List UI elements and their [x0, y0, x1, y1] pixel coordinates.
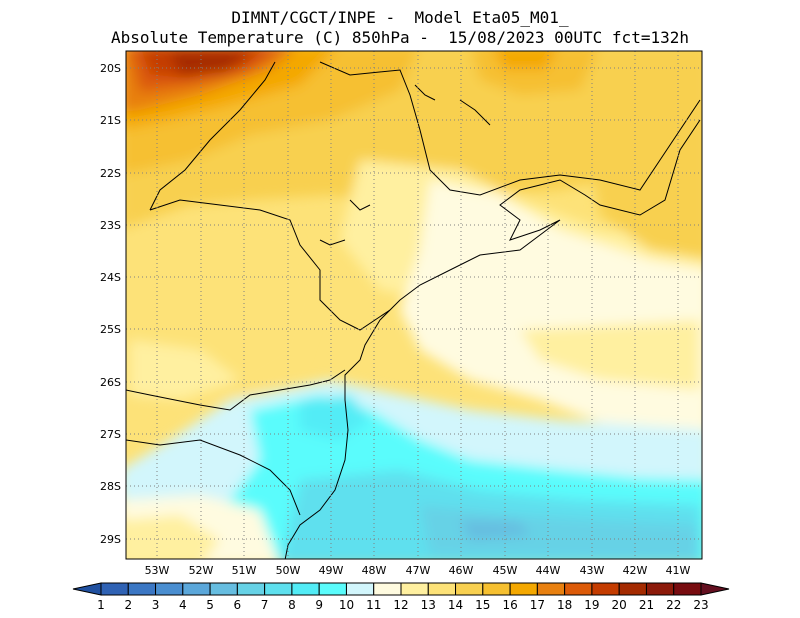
lat-label: 21S	[100, 114, 121, 127]
colorbar-label: 6	[233, 598, 242, 612]
colorbar-arrow-left	[72, 582, 102, 596]
colorbar-label: 22	[666, 598, 682, 612]
lon-label: 45W	[493, 564, 518, 577]
colorbar-swatch	[564, 582, 593, 596]
colorbar	[72, 582, 730, 596]
lon-label: 43W	[580, 564, 605, 577]
colorbar-label: 21	[638, 598, 655, 612]
lat-label: 27S	[100, 428, 121, 441]
colorbar-label: 23	[693, 598, 709, 612]
colorbar-swatch	[645, 582, 675, 596]
colorbar-label: 20	[611, 598, 627, 612]
colorbar-swatch	[182, 582, 211, 596]
colorbar-swatch	[373, 582, 402, 596]
colorbar-label: 18	[556, 598, 573, 612]
colorbar-label: 13	[420, 598, 436, 612]
lat-label: 20S	[100, 62, 121, 75]
colorbar-label: 4	[178, 598, 187, 612]
colorbar-swatch	[400, 582, 429, 596]
colorbar-label: 7	[260, 598, 269, 612]
lat-label: 23S	[100, 219, 121, 232]
colorbar-label: 1	[97, 598, 105, 612]
lon-label: 51W	[232, 564, 257, 577]
lon-label: 50W	[276, 564, 301, 577]
lon-label: 46W	[449, 564, 474, 577]
colorbar-swatch	[536, 582, 566, 596]
lon-label: 52W	[189, 564, 214, 577]
colorbar-label: 12	[393, 598, 409, 612]
colorbar-swatch	[264, 582, 293, 596]
lon-label: 48W	[362, 564, 387, 577]
colorbar-swatch	[618, 582, 647, 596]
lat-label: 28S	[100, 480, 121, 493]
colorbar-label: 3	[151, 598, 160, 612]
colorbar-label: 15	[475, 598, 491, 612]
title-line-1: DIMNT/CGCT/INPE - Model Eta05_M01_	[231, 8, 569, 27]
colorbar-label: 19	[584, 598, 600, 612]
colorbar-swatch	[127, 582, 157, 596]
colorbar-swatch	[482, 582, 511, 596]
lat-label: 22S	[100, 167, 121, 180]
colorbar-swatch	[591, 582, 620, 596]
lat-label: 26S	[100, 376, 121, 389]
colorbar-swatch	[209, 582, 238, 596]
colorbar-label: 11	[366, 598, 382, 612]
colorbar-arrow-right	[700, 582, 730, 596]
colorbar-swatch	[427, 582, 457, 596]
title-line-2: Absolute Temperature (C) 850hPa - 15/08/…	[111, 28, 689, 47]
colorbar-label: 8	[288, 598, 296, 612]
colorbar-label: 10	[338, 598, 355, 612]
coastline-and-borders	[126, 61, 701, 559]
lon-label: 49W	[319, 564, 344, 577]
colorbar-label: 9	[315, 598, 323, 612]
colorbar-swatch	[318, 582, 347, 596]
lon-label: 42W	[623, 564, 648, 577]
lat-label: 29S	[100, 533, 121, 546]
map-frame	[125, 50, 703, 560]
lon-label: 47W	[406, 564, 431, 577]
lon-label: 41W	[666, 564, 691, 577]
colorbar-label: 17	[529, 598, 545, 612]
colorbar-swatch	[291, 582, 320, 596]
colorbar-swatch	[509, 582, 538, 596]
colorbar-label: 5	[206, 598, 214, 612]
colorbar-label: 2	[124, 598, 133, 612]
lon-label: 53W	[145, 564, 170, 577]
colorbar-swatch	[155, 582, 184, 596]
colorbar-swatch	[236, 582, 266, 596]
colorbar-swatch	[345, 582, 375, 596]
lat-label: 25S	[100, 323, 121, 336]
colorbar-label: 16	[502, 598, 518, 612]
graticule	[126, 51, 702, 559]
colorbar-label: 14	[447, 598, 464, 612]
colorbar-swatch	[100, 582, 129, 596]
lat-label: 24S	[100, 271, 121, 284]
temperature-field	[126, 51, 702, 559]
colorbar-swatch	[673, 582, 702, 596]
colorbar-swatch	[455, 582, 484, 596]
lon-label: 44W	[536, 564, 561, 577]
